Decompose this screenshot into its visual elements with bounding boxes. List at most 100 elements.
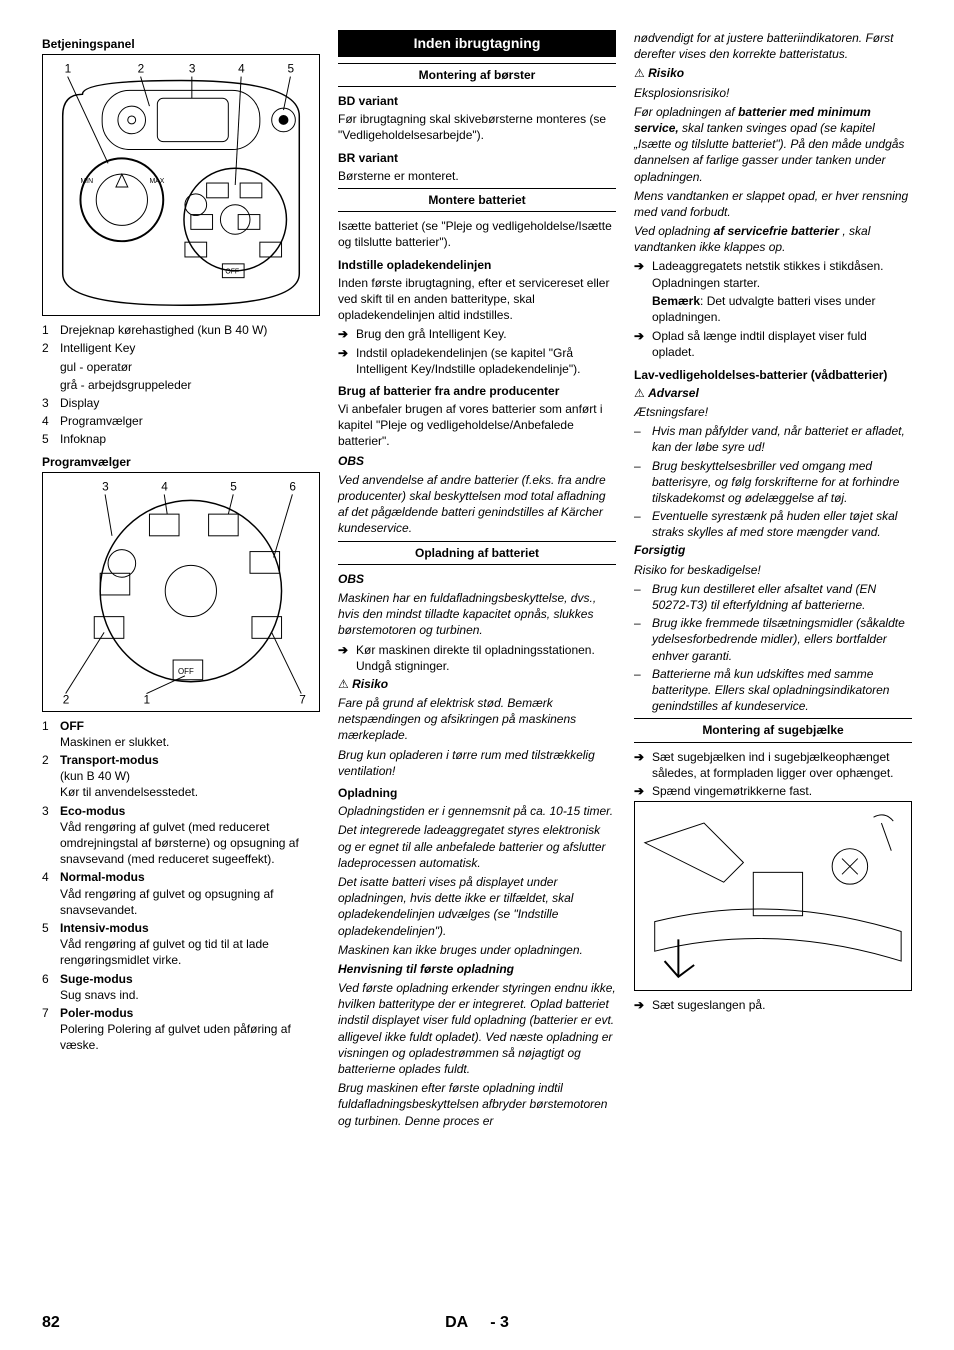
arrow-item: ➔Indstil opladekendelinjen (se kapitel "… [338, 345, 616, 377]
risiko-heading: ⚠ Risiko [338, 676, 616, 692]
column-1: Betjeningspanel 1 2 3 4 5 [42, 30, 320, 1132]
indstille-arrows: ➔Brug den grå Intelligent Key. ➔Indstil … [338, 326, 616, 377]
off-label: OFF [225, 269, 239, 276]
fig-label: 2 [138, 62, 145, 76]
fig-label: 6 [289, 479, 296, 493]
risiko-text: Før opladningen af batterier med minimum… [634, 104, 912, 185]
br-variant-heading: BR variant [338, 150, 616, 166]
arrow-icon: ➔ [338, 326, 356, 342]
page-footer: 82 DA- 3 [42, 1312, 912, 1334]
fig-label: 2 [63, 692, 70, 706]
henvisning-text: Brug maskinen efter første opladning ind… [338, 1080, 616, 1129]
arrow-item: ➔Brug den grå Intelligent Key. [338, 326, 616, 342]
mode-item: 3Eco-modusVåd rengøring af gulvet (med r… [42, 803, 320, 868]
legend-item: gul - operatør [42, 359, 320, 375]
obs-text: Ved anvendelse af andre batterier (f.eks… [338, 472, 616, 537]
brug-text: Vi anbefaler brugen af vores batterier s… [338, 401, 616, 450]
dash-item: –Hvis man påfylder vand, når batteriet e… [634, 423, 912, 455]
arrow-item: ➔Ladeaggregatets netstik stikkes i stikd… [634, 258, 912, 290]
risiko-text: Eksplosionsrisiko! [634, 85, 912, 101]
mode-item: 7Poler-modusPolering Polering af gulvet … [42, 1005, 320, 1054]
opladning-text: Det integrerede ladeaggregatet styres el… [338, 822, 616, 871]
legend-item: 1Drejeknap kørehastighed (kun B 40 W) [42, 322, 320, 338]
fig-label: 1 [65, 62, 72, 76]
warning-icon: ⚠ [634, 386, 645, 400]
fig-label: 3 [189, 62, 196, 76]
mode-list: 1OFFMaskinen er slukket. 2Transport-modu… [42, 718, 320, 1054]
bemærk-text: Bemærk: Det udvalgte batteri vises under… [652, 293, 912, 325]
arrow-item: ➔Spænd vingemøtrikkerne fast. [634, 783, 912, 799]
risiko-text: Brug kun opladeren i tørre rum med tilst… [338, 747, 616, 779]
br-variant-text: Børsterne er monteret. [338, 168, 616, 184]
bd-variant-text: Før ibrugtagning skal skivebørsterne mon… [338, 111, 616, 143]
risiko-text: Mens vandtanken er slappet opad, er hver… [634, 188, 912, 220]
charge-arrows-1: ➔Ladeaggregatets netstik stikkes i stikd… [634, 258, 912, 290]
legend-item: 3Display [42, 395, 320, 411]
prog-title: Programvælger [42, 454, 320, 470]
subsection-heading: Montering af børster [338, 63, 616, 87]
opladning-text: Det isatte batteri vises på displayet un… [338, 874, 616, 939]
max-label: MAX [149, 178, 164, 185]
opladning-text: Opladningstiden er i gennemsnit på ca. 1… [338, 803, 616, 819]
subsection-heading: Montere batteriet [338, 188, 616, 212]
legend-item: 4Programvælger [42, 413, 320, 429]
arrow-icon: ➔ [338, 642, 356, 674]
obs-heading: OBS [338, 571, 616, 587]
fig-label: 5 [230, 479, 237, 493]
advarsel-text: Ætsningsfare! [634, 404, 912, 420]
suge-arrows: ➔Sæt sugebjælken ind i sugebjælkeophænge… [634, 749, 912, 800]
dash-item: –Batterierne må kun udskiftes med samme … [634, 666, 912, 715]
indstille-heading: Indstille opladekendelinjen [338, 257, 616, 273]
mount-battery-text: Isætte batteriet (se "Pleje og vedligeho… [338, 218, 616, 250]
arrow-item: ➔Kør maskinen direkte til opladningsstat… [338, 642, 616, 674]
control-panel-svg: 1 2 3 4 5 MIN MAX [43, 55, 319, 315]
suge-arrows-2: ➔Sæt sugeslangen på. [634, 997, 912, 1013]
fig-label: 4 [238, 62, 245, 76]
dash-item: –Brug ikke fremmede tilsætningsmidler (s… [634, 615, 912, 664]
brug-heading: Brug af batterier fra andre producenter [338, 383, 616, 399]
arrow-icon: ➔ [634, 749, 652, 781]
subsection-heading: Opladning af batteriet [338, 541, 616, 565]
charge-arrows-2: ➔Oplad så længe indtil displayet viser f… [634, 328, 912, 360]
mode-item: 1OFFMaskinen er slukket. [42, 718, 320, 750]
fig-label: 1 [144, 692, 151, 706]
arrow-icon: ➔ [338, 345, 356, 377]
risiko-text: Ved opladning af servicefrie batterier ,… [634, 223, 912, 255]
fig-label: 3 [102, 479, 109, 493]
mode-item: 4Normal-modusVåd rengøring af gulvet og … [42, 869, 320, 918]
obs-heading: OBS [338, 453, 616, 469]
program-selector-figure: 3 4 5 6 OFF 2 1 7 [42, 472, 320, 712]
dash-item: –Eventuelle syrestænk på huden eller tøj… [634, 508, 912, 540]
lav-heading: Lav-vedligeholdelses-batterier (vådbatte… [634, 367, 912, 383]
forsigtig-list: –Brug kun destilleret eller afsaltet van… [634, 581, 912, 715]
forsigtig-heading: Forsigtig [634, 542, 912, 558]
arrow-item: ➔Oplad så længe indtil displayet viser f… [634, 328, 912, 360]
forsigtig-text: Risiko for beskadigelse! [634, 562, 912, 578]
off-label: OFF [178, 667, 194, 676]
henvisning-text: Ved første opladning erkender styringen … [338, 980, 616, 1077]
fig-label: 5 [287, 62, 294, 76]
panel-title: Betjeningspanel [42, 36, 320, 52]
obs-text: Maskinen har en fuldafladningsbeskyttels… [338, 590, 616, 639]
advarsel-list: –Hvis man påfylder vand, når batteriet e… [634, 423, 912, 540]
bd-variant-heading: BD variant [338, 93, 616, 109]
warning-icon: ⚠ [338, 677, 349, 691]
squeegee-figure [634, 801, 912, 991]
section-heading-black: Inden ibrugtagning [338, 30, 616, 57]
fig-label: 7 [299, 692, 306, 706]
subsection-heading: Montering af sugebjælke [634, 718, 912, 742]
min-label: MIN [80, 178, 93, 185]
columns-container: Betjeningspanel 1 2 3 4 5 [42, 30, 912, 1132]
legend-item: 2Intelligent Key [42, 340, 320, 356]
dash-item: –Brug beskyttelsesbriller ved omgang med… [634, 458, 912, 507]
fig-label: 4 [161, 479, 168, 493]
advarsel-heading: ⚠ Advarsel [634, 385, 912, 401]
dash-item: –Brug kun destilleret eller afsaltet van… [634, 581, 912, 613]
arrow-item: ➔Sæt sugeslangen på. [634, 997, 912, 1013]
arrow-icon: ➔ [634, 328, 652, 360]
risiko-text: Fare på grund af elektrisk stød. Bemærk … [338, 695, 616, 744]
arrow-icon: ➔ [634, 783, 652, 799]
mode-item: 6Suge-modusSug snavs ind. [42, 971, 320, 1003]
footer-center: DA- 3 [42, 1312, 912, 1334]
opladning-text: Maskinen kan ikke bruges under opladning… [338, 942, 616, 958]
